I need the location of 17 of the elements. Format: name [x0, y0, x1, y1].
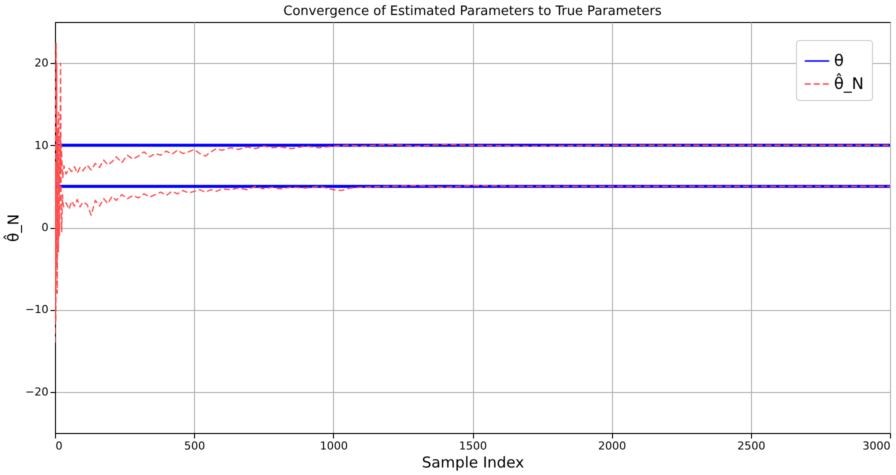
y-tick-label: −10: [25, 303, 48, 316]
x-tick-label: 2000: [598, 440, 626, 452]
y-axis-title: θ̂_N: [4, 214, 22, 242]
x-tick-label: 2500: [737, 440, 766, 452]
y-tick-label: 20: [34, 56, 48, 70]
x-tick-label: 1000: [320, 440, 348, 452]
x-tick-label: 0: [56, 440, 62, 452]
legend-label: θ̂_N: [834, 73, 864, 93]
x-tick-label: 1500: [459, 440, 487, 452]
x-axis-title: Sample Index: [422, 454, 524, 472]
legend-label: θ: [834, 51, 844, 70]
y-tick-label: 10: [34, 138, 48, 152]
x-tick-label: 500: [184, 440, 206, 452]
x-tick-label: 3000: [862, 440, 890, 452]
chart-title: Convergence of Estimated Parameters to True Parameters: [283, 4, 662, 19]
y-tick-label: −20: [25, 385, 48, 398]
y-tick-label: 0: [42, 221, 48, 234]
